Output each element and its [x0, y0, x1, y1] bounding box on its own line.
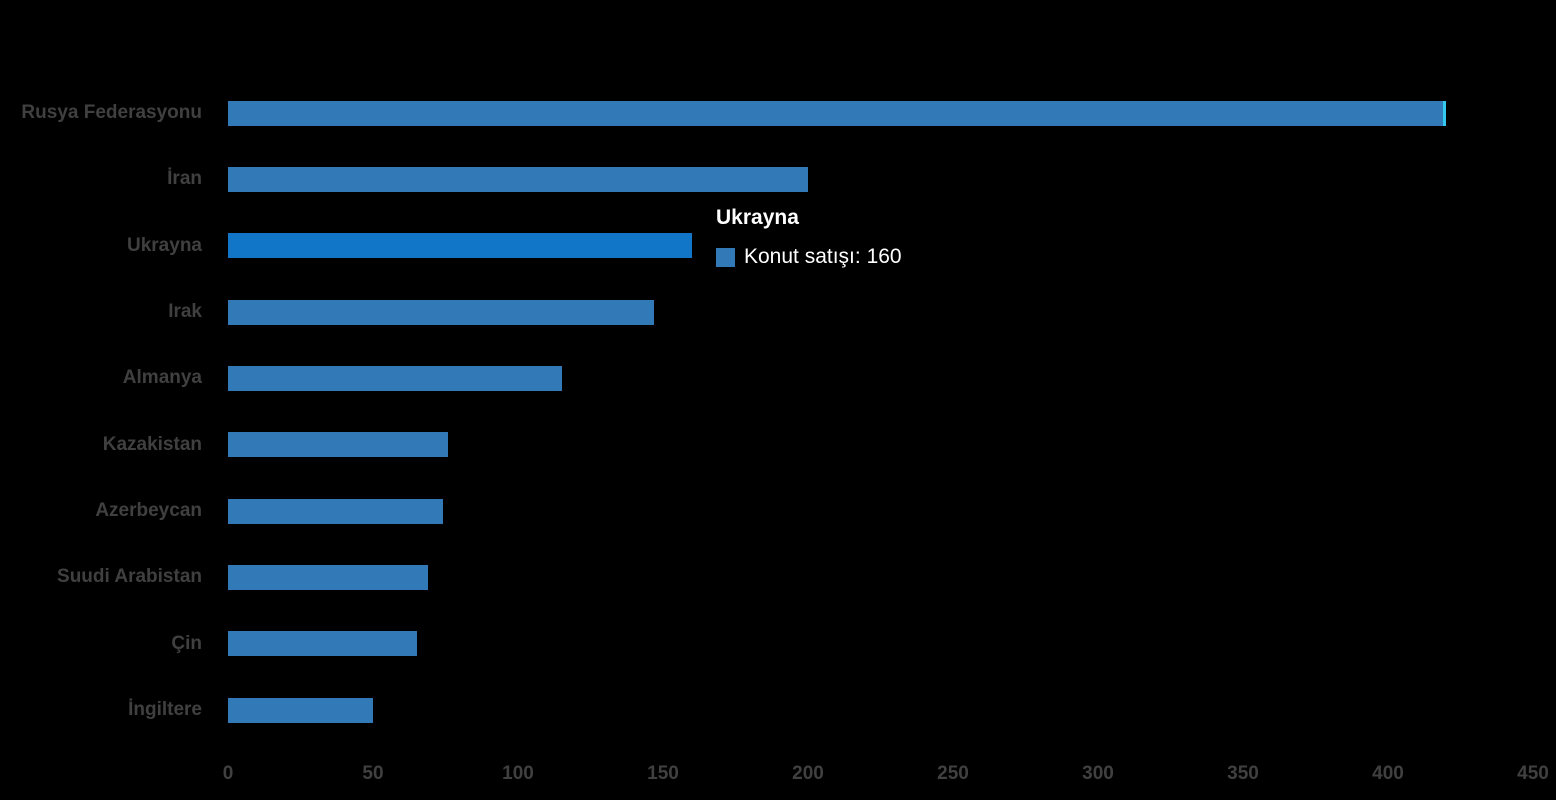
bar-0[interactable]	[228, 100, 1446, 126]
x-axis-tick-label: 200	[792, 763, 824, 784]
category-label: Azerbeycan	[95, 500, 202, 522]
tooltip-title: Ukrayna	[716, 206, 799, 229]
bar-3[interactable]	[228, 299, 655, 325]
bar-4[interactable]	[228, 365, 562, 391]
category-label: Çin	[171, 632, 202, 654]
bar-8[interactable]	[228, 631, 417, 657]
category-label: Irak	[168, 301, 202, 323]
bar-5[interactable]	[228, 432, 449, 458]
x-axis-tick-label: 250	[937, 763, 969, 784]
bar-7[interactable]	[228, 564, 429, 590]
tooltip-value: Konut satışı: 160	[744, 245, 902, 268]
x-axis-tick-label: 400	[1372, 763, 1404, 784]
x-axis-tick-label: 50	[362, 763, 384, 784]
x-axis-tick-label: 450	[1517, 763, 1549, 784]
x-axis-tick-label: 300	[1082, 763, 1114, 784]
x-axis-tick-label: 100	[502, 763, 534, 784]
x-axis-tick-label: 150	[647, 763, 679, 784]
category-label: Kazakistan	[102, 433, 202, 455]
category-label: İran	[167, 168, 202, 190]
bar-2[interactable]	[228, 233, 692, 259]
bar-6[interactable]	[228, 498, 443, 524]
tooltip: Ukrayna Konut satışı: 160	[716, 206, 902, 269]
tooltip-series-row: Konut satışı: 160	[716, 245, 902, 269]
category-label: Suudi Arabistan	[57, 566, 202, 588]
bar-9[interactable]	[228, 697, 373, 723]
category-label: Rusya Federasyonu	[21, 102, 202, 123]
series-swatch-icon	[716, 247, 735, 267]
category-label: Ukrayna	[127, 234, 202, 256]
x-axis-tick-label: 0	[222, 763, 234, 784]
bar-1[interactable]	[228, 166, 808, 192]
bar-cursor-edge	[1443, 100, 1446, 126]
category-label: İngiltere	[128, 699, 202, 721]
x-axis-tick-label: 350	[1227, 763, 1259, 784]
category-label: Almanya	[122, 367, 202, 389]
